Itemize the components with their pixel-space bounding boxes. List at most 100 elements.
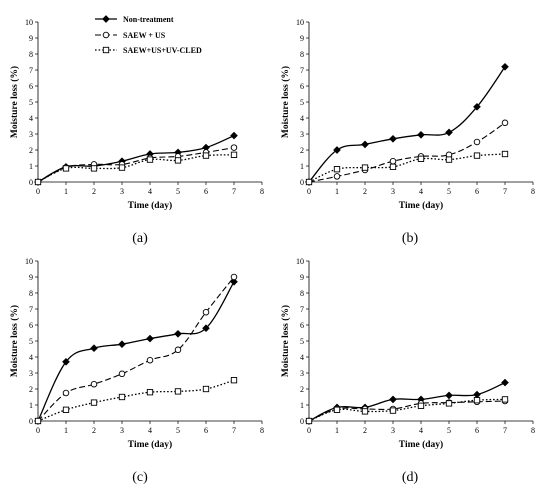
data-point xyxy=(417,130,425,139)
y-tick-label: 7 xyxy=(300,305,304,314)
data-point xyxy=(473,102,481,111)
data-point xyxy=(146,389,154,396)
data-point xyxy=(473,152,481,159)
data-point xyxy=(501,62,509,71)
y-tick-label: 9 xyxy=(29,34,33,43)
data-point xyxy=(361,408,369,415)
y-tick-label: 5 xyxy=(29,98,33,107)
y-tick-label: 3 xyxy=(29,130,33,139)
x-tick-label: 3 xyxy=(391,426,395,435)
data-point xyxy=(62,406,70,413)
x-tick-label: 3 xyxy=(120,426,124,435)
data-point xyxy=(333,406,341,413)
x-tick-label: 3 xyxy=(391,187,395,196)
data-point xyxy=(62,389,70,397)
x-tick-label: 5 xyxy=(176,187,180,196)
data-point xyxy=(445,391,453,400)
data-point xyxy=(473,390,481,399)
data-point xyxy=(90,344,98,353)
x-tick-label: 5 xyxy=(176,426,180,435)
x-tick-label: 2 xyxy=(363,187,367,196)
data-point xyxy=(174,346,182,354)
x-tick-label: 4 xyxy=(419,187,423,196)
panel-label: (a) xyxy=(132,231,148,246)
y-tick-label: 10 xyxy=(296,18,304,27)
data-point xyxy=(202,385,210,393)
y-tick-label: 6 xyxy=(300,321,304,330)
data-point xyxy=(501,150,509,158)
data-point xyxy=(445,128,453,137)
x-tick-label: 0 xyxy=(307,187,311,196)
y-tick-label: 0 xyxy=(29,178,33,187)
data-point xyxy=(202,152,210,159)
y-tick-label: 6 xyxy=(29,321,33,330)
y-tick-label: 5 xyxy=(300,337,304,346)
x-tick-label: 6 xyxy=(475,426,479,435)
x-tick-label: 8 xyxy=(531,426,535,435)
legend-marker xyxy=(102,46,110,54)
data-point xyxy=(146,334,154,343)
x-tick-label: 7 xyxy=(503,187,507,196)
y-tick-label: 3 xyxy=(300,369,304,378)
x-tick-label: 4 xyxy=(148,426,152,435)
data-point xyxy=(90,380,98,388)
x-tick-label: 7 xyxy=(232,187,236,196)
data-point xyxy=(501,396,509,403)
x-tick-label: 2 xyxy=(92,187,96,196)
x-tick-label: 1 xyxy=(335,426,339,435)
data-point xyxy=(305,178,313,186)
data-point xyxy=(118,370,126,378)
data-point xyxy=(389,395,397,404)
y-tick-label: 1 xyxy=(29,401,33,410)
y-tick-label: 5 xyxy=(300,98,304,107)
y-tick-label: 9 xyxy=(300,34,304,43)
y-tick-label: 4 xyxy=(29,353,33,362)
y-tick-label: 3 xyxy=(29,369,33,378)
data-point xyxy=(202,308,210,316)
panel-label: (b) xyxy=(402,231,419,246)
data-point xyxy=(389,134,397,143)
y-tick-label: 10 xyxy=(296,257,304,266)
y-tick-label: 8 xyxy=(300,289,304,298)
data-point xyxy=(230,377,238,384)
y-tick-label: 1 xyxy=(29,162,33,171)
y-tick-label: 8 xyxy=(300,50,304,59)
data-point xyxy=(174,329,182,338)
series-line xyxy=(37,276,235,422)
x-tick-label: 6 xyxy=(204,426,208,435)
chart-panel: 0 1 2 3 4 5 6 7 8 9 10 0 1 2 3 4 5 6 7 8 Time (day) Moisture … xyxy=(280,18,535,246)
data-point xyxy=(34,417,42,425)
data-point xyxy=(118,393,126,401)
legend-marker xyxy=(102,31,110,39)
y-tick-label: 8 xyxy=(29,50,33,59)
legend-label: SAEW + US xyxy=(123,31,166,40)
series-line xyxy=(37,135,235,183)
y-tick-label: 5 xyxy=(29,337,33,346)
x-axis-title: Time (day) xyxy=(128,200,172,211)
y-tick-label: 0 xyxy=(29,417,33,426)
x-tick-label: 2 xyxy=(92,426,96,435)
y-tick-label: 2 xyxy=(300,385,304,394)
data-point xyxy=(501,378,509,387)
y-tick-label: 7 xyxy=(29,66,33,75)
data-point xyxy=(361,164,369,171)
x-tick-label: 8 xyxy=(531,187,535,196)
y-tick-label: 1 xyxy=(300,401,304,410)
y-tick-label: 0 xyxy=(300,178,304,187)
x-axis-title: Time (day) xyxy=(128,439,172,450)
y-tick-label: 6 xyxy=(29,82,33,91)
data-point xyxy=(34,178,42,186)
x-tick-label: 8 xyxy=(260,187,264,196)
data-point xyxy=(473,397,481,404)
data-point xyxy=(230,131,238,140)
y-tick-label: 7 xyxy=(29,305,33,314)
data-point xyxy=(230,273,238,281)
y-tick-label: 9 xyxy=(29,273,33,282)
data-point xyxy=(473,138,481,146)
x-tick-label: 8 xyxy=(260,426,264,435)
data-point xyxy=(389,407,397,414)
x-tick-label: 0 xyxy=(307,426,311,435)
data-point xyxy=(417,155,425,162)
y-tick-label: 10 xyxy=(25,257,33,266)
